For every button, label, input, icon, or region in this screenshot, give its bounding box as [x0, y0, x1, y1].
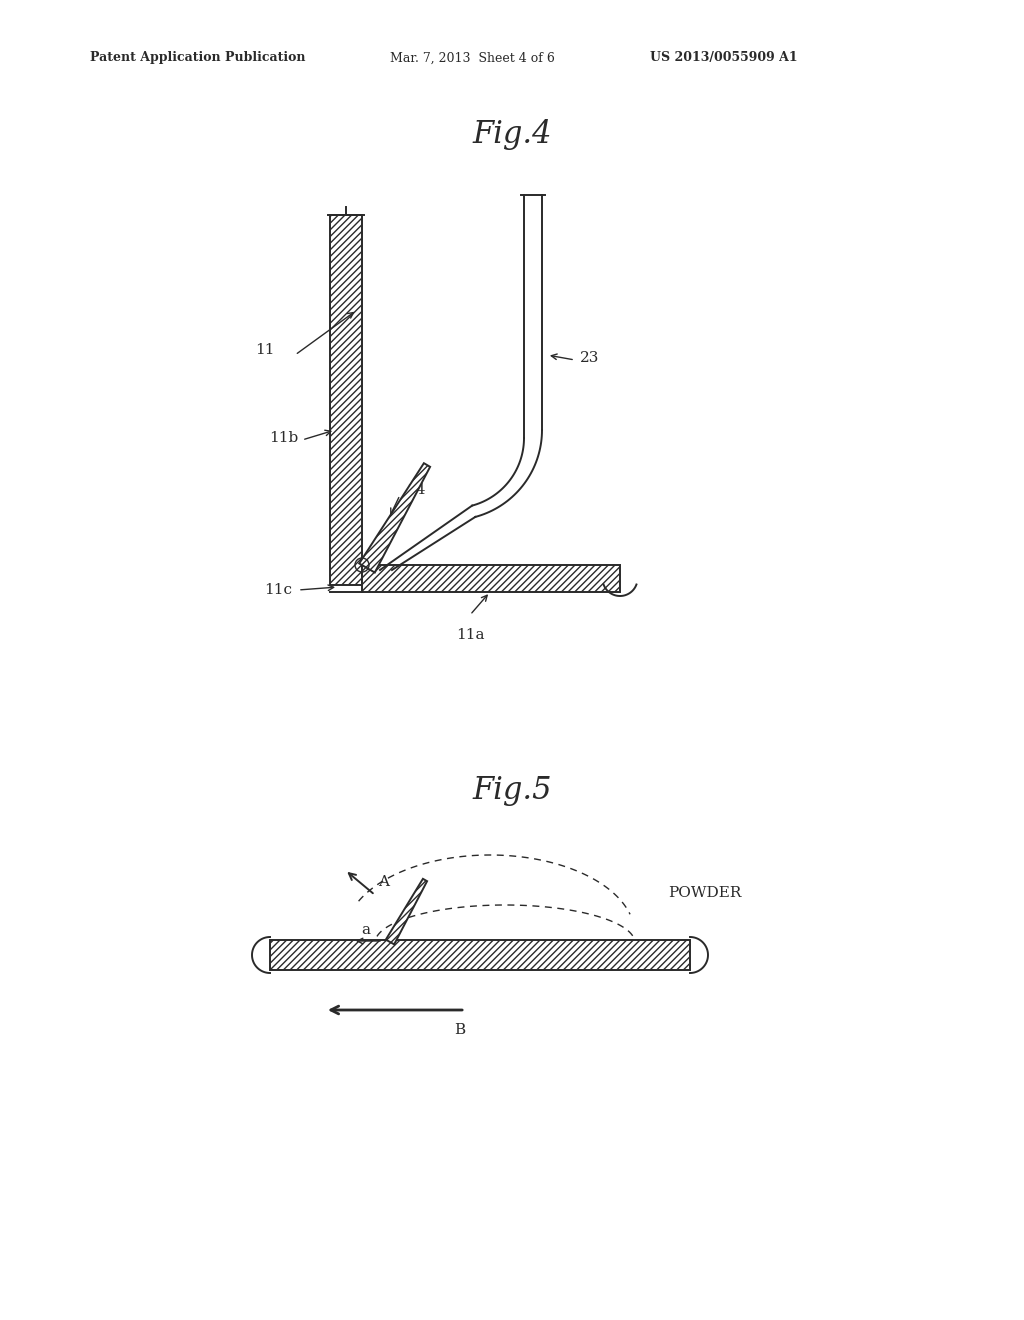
Polygon shape — [330, 215, 362, 585]
Text: 11a: 11a — [456, 628, 484, 642]
Text: 11c: 11c — [264, 583, 292, 597]
Text: a: a — [361, 923, 370, 937]
Text: A: A — [378, 875, 389, 888]
Text: B: B — [455, 1023, 466, 1038]
Text: Fig.4: Fig.4 — [472, 120, 552, 150]
Polygon shape — [362, 565, 620, 591]
Polygon shape — [270, 940, 690, 970]
Text: US 2013/0055909 A1: US 2013/0055909 A1 — [650, 51, 798, 65]
Polygon shape — [359, 463, 430, 573]
Text: POWDER: POWDER — [668, 886, 741, 900]
Text: 11: 11 — [256, 343, 275, 356]
Polygon shape — [386, 879, 427, 944]
Text: Patent Application Publication: Patent Application Publication — [90, 51, 305, 65]
Text: 23: 23 — [580, 351, 599, 366]
Text: Fig.5: Fig.5 — [472, 775, 552, 805]
Text: 14: 14 — [406, 483, 426, 498]
Text: Mar. 7, 2013  Sheet 4 of 6: Mar. 7, 2013 Sheet 4 of 6 — [390, 51, 555, 65]
Text: 11b: 11b — [268, 432, 298, 445]
